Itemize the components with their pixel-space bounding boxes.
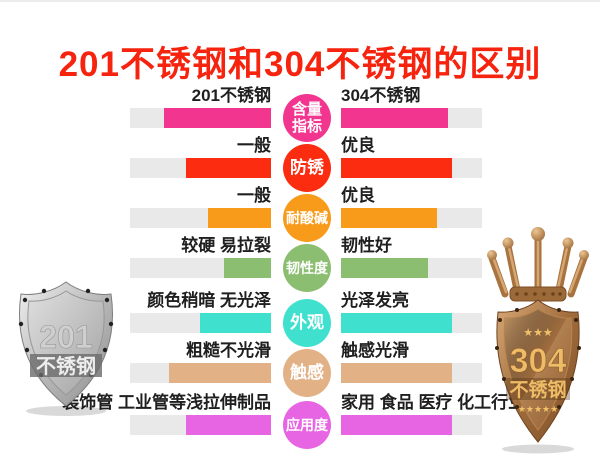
badge-304-text: 不锈钢 (509, 379, 566, 401)
bar-track-right (341, 258, 482, 278)
comparison-row: 一般 优良 耐酸碱 (0, 184, 600, 242)
bar-track-right (341, 158, 482, 178)
bar-track-left (130, 108, 271, 128)
row-label-right: 优良 (341, 186, 375, 205)
bar-fill-right (341, 415, 452, 435)
crown-icon (487, 227, 589, 302)
bar-fill-right (341, 158, 452, 178)
comparison-row: 较硬 易拉裂 韧性好 韧性度 (0, 234, 600, 292)
comparison-row: 一般 优良 防锈 (0, 134, 600, 192)
bar-fill-left (208, 208, 271, 228)
category-badge-label: 耐酸碱 (286, 209, 328, 226)
category-badge-label: 防锈 (290, 158, 324, 178)
category-badge: 应用度 (283, 401, 331, 449)
row-label-left: 粗糙不光滑 (186, 341, 271, 360)
column-header-right: 304不锈钢 (341, 86, 421, 105)
badge-201-text: 不锈钢 (36, 355, 96, 378)
bar-fill-left (169, 363, 271, 383)
badge-201-number: 201 (39, 319, 92, 355)
column-header-left: 201不锈钢 (191, 86, 271, 105)
bar-fill-right (341, 258, 428, 278)
row-label-right: 家用 食品 医疗 化工行业 (341, 393, 526, 412)
bar-track-right (341, 313, 482, 333)
row-label-left: 较硬 易拉裂 (181, 236, 271, 255)
category-badge-label: 韧性度 (286, 259, 328, 276)
category-badge: 触感 (283, 349, 331, 397)
bar-track-right (341, 108, 482, 128)
row-label-left: 一般 (237, 186, 271, 205)
top-divider (0, 0, 600, 2)
bar-track-left (130, 363, 271, 383)
bronze-shield-crown-icon: ★★★ 304 不锈钢 ★★★★★ (487, 227, 589, 454)
bar-fill-right (341, 108, 448, 128)
comparison-row: 装饰管 工业管等浅拉伸制品 家用 食品 医疗 化工行业 应用度 (0, 391, 600, 449)
row-label-right: 光泽发亮 (341, 291, 409, 310)
bar-fill-left (200, 313, 271, 333)
bar-track-left (130, 158, 271, 178)
bar-track-right (341, 363, 482, 383)
row-label-left: 颜色稍暗 无光泽 (147, 291, 271, 310)
category-badge: 韧性度 (283, 244, 331, 292)
bar-fill-left (186, 415, 271, 435)
category-badge-label: 应用度 (286, 416, 328, 433)
row-label-left: 一般 (237, 136, 271, 155)
page-title: 201不锈钢和304不锈钢的区别 (58, 45, 542, 84)
bar-fill-right (341, 313, 452, 333)
bar-fill-left (186, 158, 271, 178)
row-label-left: 装饰管 工业管等浅拉伸制品 (62, 393, 271, 412)
category-badge-label: 含量 指标 (291, 100, 322, 135)
bar-fill-right (341, 363, 452, 383)
category-badge: 含量 指标 (283, 94, 331, 142)
category-badge: 外观 (283, 299, 331, 347)
category-badge: 防锈 (283, 144, 331, 192)
comparison-row: 201不锈钢 304不锈钢 含量 指标 (0, 84, 600, 142)
comparison-row: 粗糙不光滑 触感光滑 触感 (0, 339, 600, 397)
badge-304-number: 304 (510, 342, 567, 380)
bar-fill-left (224, 258, 271, 278)
bar-fill-left (164, 108, 271, 128)
comparison-row: 颜色稍暗 无光泽 光泽发亮 外观 (0, 289, 600, 347)
bar-track-right (341, 415, 482, 435)
badge-304-stars-bottom: ★★★★★ (518, 404, 558, 414)
bar-track-left (130, 415, 271, 435)
badge-304-shield: ★★★ 304 不锈钢 ★★★★★ (484, 224, 592, 461)
category-badge-label: 外观 (290, 313, 324, 333)
category-badge: 耐酸碱 (283, 194, 331, 242)
badge-304-stars-top: ★★★ (523, 327, 553, 339)
bar-track-right (341, 208, 482, 228)
bar-track-left (130, 313, 271, 333)
row-label-right: 触感光滑 (341, 341, 409, 360)
badge-201-shield: 201 不锈钢 (10, 278, 122, 423)
category-badge-label: 触感 (290, 363, 324, 383)
bar-fill-right (341, 208, 437, 228)
bar-track-left (130, 208, 271, 228)
row-label-right: 优良 (341, 136, 375, 155)
row-label-right: 韧性好 (341, 236, 392, 255)
silver-shield-icon: 201 不锈钢 (18, 281, 114, 416)
bar-track-left (130, 258, 271, 278)
